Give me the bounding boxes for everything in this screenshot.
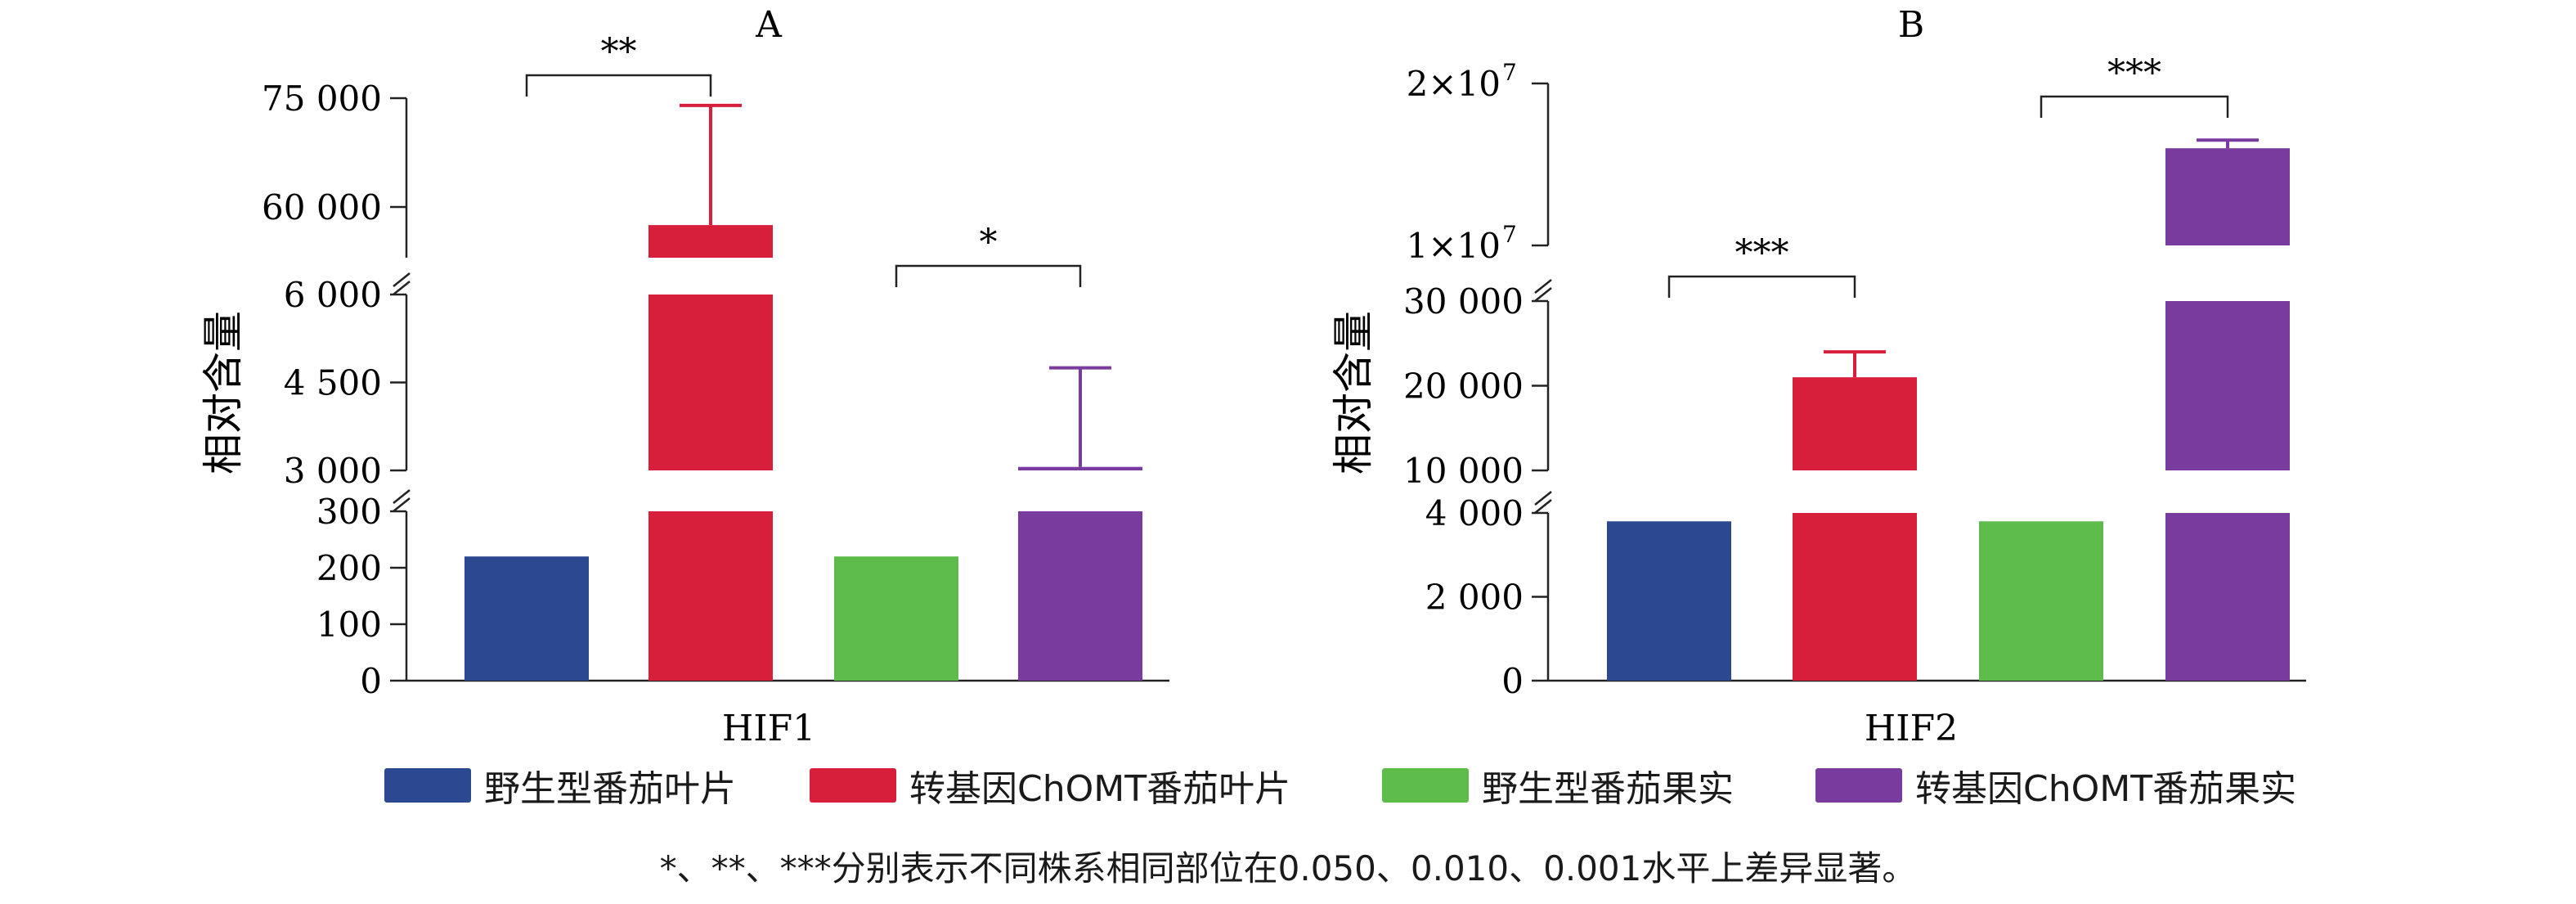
axis-break-mark	[393, 281, 411, 295]
bar-wild-fruit	[834, 556, 958, 681]
y-tick-label: 1×10	[1407, 226, 1501, 266]
significance-bracket	[2040, 95, 2229, 118]
bar-wild-fruit	[1979, 521, 2103, 681]
bar-wild-leaf	[1607, 521, 1731, 681]
legend-label-wild-fruit: 野生型番茄果实	[1482, 768, 1734, 810]
axis-break-mark	[393, 489, 411, 504]
legend-label-trans-fruit: 转基因ChOMT番茄果实	[1915, 768, 2297, 810]
bar-trans-leaf	[1793, 377, 1917, 470]
x-axis-label: HIF2	[1865, 708, 1958, 749]
y-tick-label: 100	[316, 605, 382, 645]
legend-item-wild-leaf: 野生型番茄叶片	[384, 753, 736, 818]
y-tick-label: 0	[1501, 661, 1524, 701]
y-tick-label: 30 000	[1403, 281, 1524, 322]
legend-label-wild-leaf: 野生型番茄叶片	[484, 768, 736, 810]
y-tick-label: 75 000	[262, 79, 382, 119]
bar-trans-fruit	[1018, 466, 1142, 470]
y-tick-label: 4 500	[284, 363, 382, 403]
significance-label: *	[980, 222, 998, 263]
significance-label: **	[601, 31, 637, 73]
bar-trans-fruit	[2165, 148, 2290, 245]
y-axis-label: 相对含量	[1330, 311, 1377, 474]
y-tick-label: 3 000	[284, 451, 382, 491]
y-tick-label: 6 000	[284, 275, 382, 315]
bar-trans-leaf	[648, 295, 773, 470]
bar-wild-leaf	[464, 556, 589, 681]
panel-label: A	[755, 4, 783, 46]
bar-trans-leaf	[648, 511, 773, 681]
y-tick-exponent: 7	[1502, 59, 1517, 86]
significance-label: ***	[1735, 232, 1789, 274]
legend-swatch-trans-leaf	[810, 768, 896, 803]
bar-trans-leaf	[1793, 513, 1917, 681]
significance-label: ***	[2107, 52, 2161, 94]
axis-break-mark	[393, 272, 411, 287]
legend-item-trans-leaf: 转基因ChOMT番茄叶片	[810, 753, 1290, 818]
axis-break-mark	[1534, 491, 1552, 506]
y-tick-label: 200	[316, 548, 382, 588]
axis-break-mark	[1534, 287, 1552, 302]
legend-item-trans-fruit: 转基因ChOMT番茄果实	[1815, 753, 2296, 818]
bar-trans-fruit	[2165, 301, 2290, 470]
significance-bracket	[525, 74, 712, 97]
legend-item-wild-fruit: 野生型番茄果实	[1382, 753, 1734, 818]
legend-swatch-trans-fruit	[1815, 768, 1902, 803]
legend-swatch-wild-fruit	[1382, 768, 1469, 803]
y-tick-exponent: 7	[1502, 221, 1517, 248]
y-tick-label: 300	[316, 492, 382, 532]
y-tick-label: 0	[360, 661, 382, 701]
legend-swatch-wild-leaf	[384, 768, 471, 803]
y-tick-label: 10 000	[1403, 451, 1524, 491]
y-tick-label: 60 000	[262, 187, 382, 227]
axis-break-mark	[1534, 279, 1552, 294]
bar-trans-fruit	[1018, 511, 1142, 681]
y-tick-label: 2 000	[1425, 578, 1524, 618]
footnote: *、**、***分别表示不同株系相同部位在0.050、0.010、0.001水平…	[659, 848, 1917, 888]
y-tick-label: 4 000	[1425, 493, 1524, 533]
axis-break-mark	[393, 497, 411, 512]
bar-trans-fruit	[2165, 513, 2290, 681]
x-axis-label: HIF1	[722, 708, 815, 749]
significance-bracket	[895, 264, 1082, 287]
y-tick-label: 2×10	[1407, 64, 1501, 104]
legend: 野生型番茄叶片 转基因ChOMT番茄叶片 野生型番茄果实 转基因ChOMT番茄果…	[384, 753, 2429, 818]
y-axis-label: 相对含量	[200, 311, 247, 474]
bar-trans-leaf	[648, 225, 773, 258]
significance-bracket	[1667, 275, 1856, 298]
axis-break-mark	[1534, 499, 1552, 514]
panel-label: B	[1898, 4, 1924, 46]
legend-label-trans-leaf: 转基因ChOMT番茄叶片	[909, 768, 1291, 810]
y-tick-label: 20 000	[1403, 367, 1524, 407]
